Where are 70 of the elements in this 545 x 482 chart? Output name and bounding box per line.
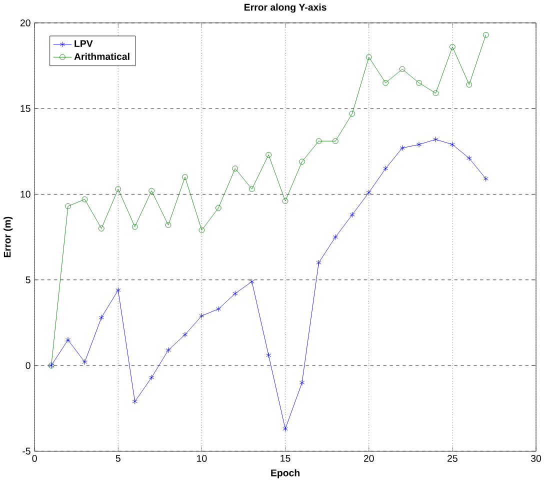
point (282, 198, 288, 204)
y-tick-label: 5 (26, 276, 30, 284)
y-axis-title: Error (m) (4, 216, 13, 258)
point (483, 176, 488, 182)
point (148, 188, 154, 194)
x-tick-label: 15 (280, 455, 290, 462)
point (82, 359, 88, 366)
point (299, 380, 305, 386)
point (132, 224, 138, 230)
point (316, 260, 322, 266)
point (199, 313, 204, 319)
point (349, 110, 356, 117)
y-tick-label: 15 (20, 105, 30, 112)
point (248, 186, 255, 192)
point (383, 166, 388, 172)
point (116, 287, 121, 294)
point (266, 152, 272, 158)
point (249, 278, 254, 285)
point (282, 426, 288, 432)
point (149, 374, 154, 380)
point (332, 138, 338, 144)
point (266, 352, 272, 358)
x-tick-label: 10 (197, 455, 207, 462)
point (132, 398, 138, 404)
point (165, 222, 172, 228)
point (115, 186, 122, 192)
point (400, 145, 405, 151)
point (82, 196, 88, 202)
point (350, 212, 355, 218)
point (166, 347, 171, 354)
point (416, 80, 422, 86)
x-tick-label: 5 (116, 455, 120, 462)
point (399, 66, 406, 72)
point (65, 203, 71, 210)
point (366, 190, 372, 196)
legend-label: Arithmatical (74, 52, 130, 60)
x-tick-label: 20 (364, 455, 374, 462)
legend-label: LPV (74, 40, 93, 48)
x-tick-label: 0 (32, 455, 37, 462)
x-axis-title: Epoch (271, 469, 300, 478)
point (98, 314, 104, 321)
point (232, 166, 238, 172)
point (198, 227, 205, 234)
y-tick-label: 20 (20, 20, 30, 26)
chart-title: Error along Y-axis (244, 4, 326, 13)
y-tick-label: 10 (20, 190, 30, 198)
x-tick-label: 30 (531, 455, 542, 462)
point (433, 136, 438, 142)
point (416, 142, 422, 148)
point (332, 234, 338, 240)
point (450, 142, 455, 148)
point (316, 138, 322, 144)
point (482, 32, 489, 38)
point (299, 158, 305, 165)
y-tick-label: -5 (22, 448, 30, 455)
point (432, 90, 439, 96)
point (382, 80, 388, 86)
point (366, 54, 372, 60)
point (182, 174, 188, 180)
point (216, 205, 222, 211)
point (466, 82, 472, 88)
point (98, 226, 104, 232)
point (232, 290, 238, 297)
point (466, 155, 472, 162)
point (182, 332, 188, 338)
x-tick-label: 25 (448, 455, 458, 462)
point (216, 306, 221, 312)
point (65, 337, 71, 343)
y-tick-label: 0 (26, 362, 30, 370)
point (450, 44, 456, 50)
